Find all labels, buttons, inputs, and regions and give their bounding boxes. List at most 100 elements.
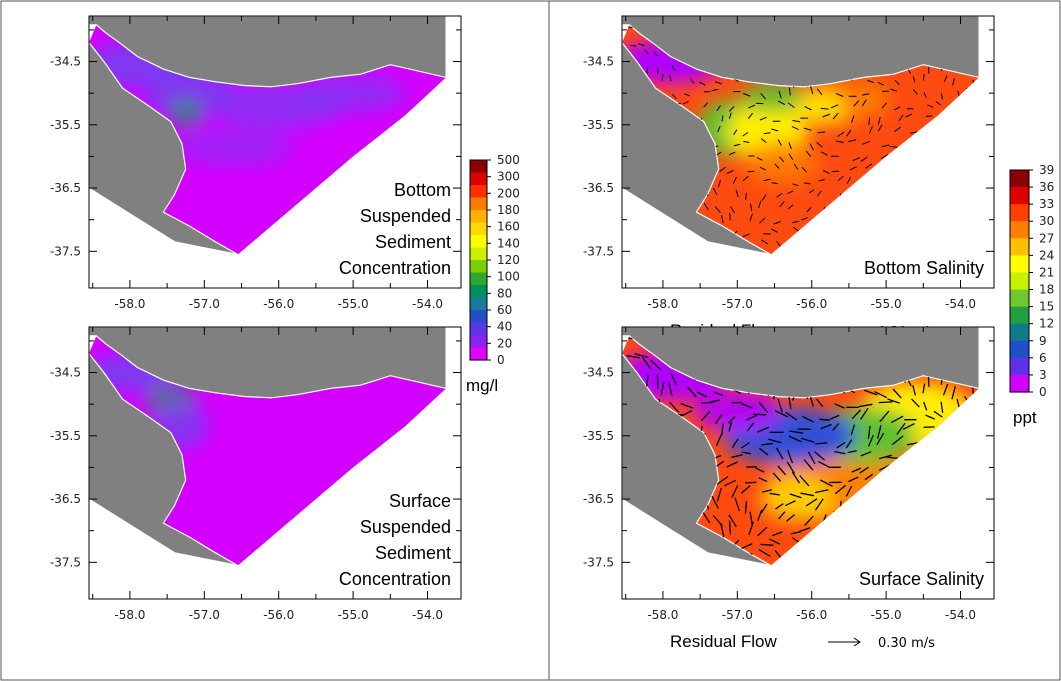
- colorbar-swatch: [470, 172, 487, 186]
- colorbar-swatch: [470, 347, 487, 361]
- land-south: [89, 352, 239, 567]
- x-tick-label: -58.0: [114, 608, 145, 622]
- flow-vector: [742, 233, 750, 238]
- flow-vector: [859, 466, 869, 474]
- flow-vector: [809, 395, 814, 407]
- colorbar-unit: ppt: [1013, 408, 1037, 427]
- flow-vector: [868, 125, 873, 134]
- flow-vector: [952, 78, 955, 86]
- colorbar-label: 120: [497, 253, 520, 267]
- panel-title-line: Concentration: [339, 569, 451, 589]
- flow-vector: [817, 460, 831, 469]
- flow-vector: [779, 156, 785, 163]
- colorbar-label: 27: [1039, 231, 1054, 245]
- flow-vector: [891, 435, 904, 446]
- flow-vector: [793, 163, 799, 170]
- flow-vector: [805, 150, 812, 157]
- flow-vector: [777, 398, 783, 413]
- flow-vector: [912, 89, 918, 95]
- y-tick-label: -36.5: [50, 492, 81, 506]
- flow-vector: [877, 117, 881, 125]
- flow-vector: [769, 492, 780, 496]
- flow-vector: [893, 106, 901, 111]
- flow-vector: [714, 81, 723, 85]
- flow-vector: [889, 145, 898, 148]
- x-tick-label: -57.0: [722, 297, 753, 311]
- flow-vector: [758, 401, 769, 414]
- panel-title-line: Concentration: [339, 258, 451, 278]
- flow-vector: [742, 175, 749, 182]
- colorbar-swatch: [470, 197, 487, 211]
- residual-flow-label: Residual Flow: [670, 632, 777, 651]
- flow-vector: [740, 402, 753, 409]
- flow-vector: [819, 418, 830, 421]
- flow-vector: [847, 450, 857, 454]
- plot-frame: [88, 326, 462, 600]
- flow-vector: [687, 386, 697, 398]
- flow-vector: [816, 142, 823, 148]
- flow-vector: [746, 414, 758, 421]
- flow-vector: [800, 492, 815, 497]
- flow-vector: [861, 99, 867, 107]
- flow-vector: [771, 182, 778, 185]
- flow-vector: [787, 190, 794, 195]
- panel-title-line: Suspended: [360, 517, 451, 537]
- panel-title-line: Bottom Salinity: [864, 258, 984, 278]
- flow-vector: [728, 415, 736, 424]
- panel-title-line: Surface: [389, 491, 451, 511]
- flow-vector: [859, 407, 869, 420]
- flow-vector: [728, 112, 732, 119]
- x-tick-label: -54.0: [945, 608, 976, 622]
- colorbar-swatch: [470, 322, 487, 336]
- flow-vector: [762, 489, 773, 493]
- flow-vector: [788, 87, 791, 96]
- flow-vector: [902, 423, 915, 430]
- flow-vector: [721, 115, 724, 122]
- flow-vector: [784, 500, 796, 507]
- x-tick-label: -56.0: [796, 608, 827, 622]
- flow-vector: [735, 189, 739, 198]
- map-panel-surface-salinity: -58.0 -57.0 -56.0 -55.0 -54.0 -34.5 -35.5 -36.5…: [583, 326, 995, 651]
- flow-vector: [728, 151, 736, 156]
- flow-vector: [720, 523, 725, 537]
- flow-vector: [890, 88, 897, 92]
- colorbar-swatch: [470, 185, 487, 199]
- flow-vector: [779, 201, 785, 208]
- flow-vector: [878, 454, 892, 460]
- flow-vector: [776, 192, 783, 198]
- colorbar-label: 24: [1039, 248, 1054, 262]
- flow-vector: [769, 538, 781, 545]
- flow-vector: [774, 410, 789, 418]
- flow-vector: [729, 106, 735, 112]
- colorbar-swatch: [1010, 221, 1029, 239]
- flow-vector: [890, 415, 904, 424]
- flow-vector: [922, 383, 926, 394]
- flow-vector: [719, 166, 726, 173]
- colorbar-swatch: [470, 310, 487, 324]
- flow-vector: [877, 81, 884, 86]
- x-tick-label: -55.0: [871, 297, 902, 311]
- flow-vector: [816, 398, 824, 407]
- flow-vector: [668, 382, 673, 397]
- flow-vector: [714, 206, 721, 214]
- flow-vector: [749, 213, 753, 222]
- flow-vector: [787, 102, 795, 108]
- flow-vector: [881, 144, 890, 148]
- flow-vector: [684, 93, 690, 97]
- flow-vector: [642, 357, 652, 370]
- flow-vector: [803, 459, 814, 471]
- flow-vector: [814, 489, 829, 494]
- flow-vector: [763, 132, 771, 135]
- flow-vector: [669, 75, 672, 82]
- flow-vector: [726, 170, 734, 174]
- colorbar-swatch: [1010, 204, 1029, 222]
- flow-vector: [731, 438, 739, 448]
- flow-vector: [898, 114, 904, 122]
- flow-vector: [759, 116, 767, 121]
- flow-vector: [773, 221, 781, 225]
- x-tick-label: -55.0: [338, 608, 369, 622]
- flow-vector: [804, 105, 812, 111]
- flow-vector: [761, 442, 774, 446]
- flow-vector: [702, 512, 711, 524]
